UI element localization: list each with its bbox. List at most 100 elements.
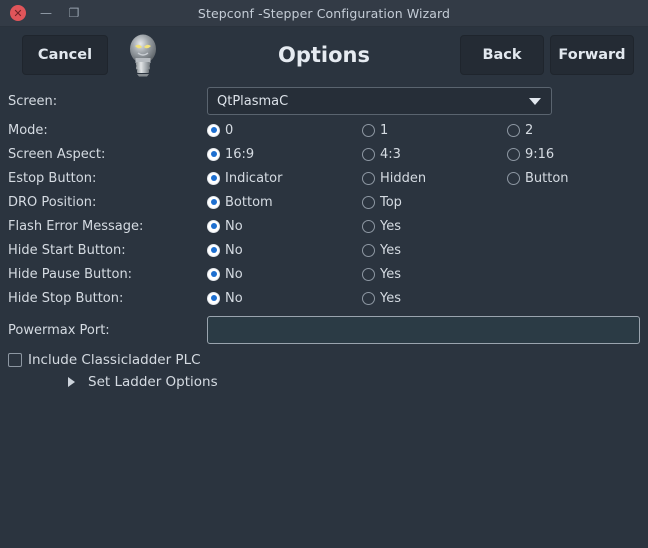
header-nav-buttons: Back Forward [460, 35, 634, 75]
hide-start-button-label: Hide Start Button: [8, 242, 126, 258]
radio-label: Yes [380, 290, 401, 306]
radio-selected-icon [207, 267, 220, 281]
hide-stop-button-label: Hide Stop Button: [8, 290, 124, 306]
radio-label: Hidden [380, 170, 427, 186]
radio-selected-icon [207, 171, 220, 185]
radio-label: Yes [380, 242, 401, 258]
radio-selected-icon [207, 291, 220, 305]
hide-start-button-row: Hide Start Button: No Yes [8, 238, 640, 262]
radio-label: 16:9 [225, 146, 255, 162]
powermax-port-row: Powermax Port: [8, 313, 640, 347]
radio-rows: Mode: 0 1 2 Screen Aspect: 16:9 4:3 9:16 Estop B… [8, 118, 640, 310]
radio-estop-button-hidden[interactable]: Hidden [362, 171, 507, 186]
back-button[interactable]: Back [460, 35, 544, 75]
radio-label: Top [380, 194, 402, 210]
radio-estop-button-indicator[interactable]: Indicator [207, 171, 362, 186]
radio-screen-aspect-9-16[interactable]: 9:16 [507, 147, 647, 162]
estop-button-label: Estop Button: [8, 170, 97, 186]
radio-hide-stop-button-no[interactable]: No [207, 291, 362, 306]
radio-label: No [225, 266, 243, 282]
radio-screen-aspect-16-9[interactable]: 16:9 [207, 147, 362, 162]
radio-label: 4:3 [380, 146, 401, 162]
chevron-right-icon [68, 377, 82, 387]
close-icon[interactable]: ✕ [10, 5, 26, 21]
screen-select-value: QtPlasmaC [217, 93, 289, 109]
radio-selected-icon [207, 147, 220, 161]
radio-unselected-icon [362, 123, 375, 137]
radio-label: Button [525, 170, 569, 186]
powermax-port-label: Powermax Port: [8, 322, 110, 338]
wizard-header: Cancel Options Back Forward [0, 27, 648, 82]
radio-flash-error-message-no[interactable]: No [207, 219, 362, 234]
radio-label: 2 [525, 122, 534, 138]
radio-selected-icon [207, 243, 220, 257]
radio-screen-aspect-4-3[interactable]: 4:3 [362, 147, 507, 162]
hide-pause-button-row: Hide Pause Button: No Yes [8, 262, 640, 286]
radio-flash-error-message-yes[interactable]: Yes [362, 219, 507, 234]
radio-dro-position-top[interactable]: Top [362, 195, 507, 210]
hide-pause-button-label: Hide Pause Button: [8, 266, 133, 282]
set-ladder-options-label: Set Ladder Options [88, 374, 218, 390]
radio-hide-start-button-yes[interactable]: Yes [362, 243, 507, 258]
screen-aspect-label: Screen Aspect: [8, 146, 106, 162]
options-form: Screen: QtPlasmaC Mode: 0 1 2 Screen Aspect:… [0, 82, 648, 393]
minimize-icon[interactable]: — [40, 6, 52, 20]
radio-unselected-icon [362, 291, 375, 305]
radio-label: 0 [225, 122, 234, 138]
radio-hide-stop-button-yes[interactable]: Yes [362, 291, 507, 306]
window-titlebar: ✕ — ❐ Stepconf -Stepper Configuration Wi… [0, 0, 648, 27]
screen-label: Screen: [8, 93, 58, 109]
radio-label: No [225, 218, 243, 234]
radio-label: Indicator [225, 170, 283, 186]
flash-error-message-label: Flash Error Message: [8, 218, 144, 234]
radio-unselected-icon [362, 219, 375, 233]
radio-unselected-icon [362, 243, 375, 257]
radio-hide-pause-button-no[interactable]: No [207, 267, 362, 282]
radio-selected-icon [207, 219, 220, 233]
radio-label: No [225, 290, 243, 306]
radio-unselected-icon [507, 123, 520, 137]
include-classicladder-plc-label: Include Classicladder PLC [28, 352, 201, 368]
radio-label: 9:16 [525, 146, 555, 162]
radio-label: No [225, 242, 243, 258]
radio-label: Yes [380, 218, 401, 234]
hide-stop-button-row: Hide Stop Button: No Yes [8, 286, 640, 310]
dro-position-row: DRO Position: Bottom Top [8, 190, 640, 214]
estop-button-row: Estop Button: Indicator Hidden Button [8, 166, 640, 190]
lightbulb-icon [130, 34, 156, 76]
mode-row: Mode: 0 1 2 [8, 118, 640, 142]
chevron-down-icon [529, 97, 541, 105]
radio-mode-0[interactable]: 0 [207, 123, 362, 138]
screen-select[interactable]: QtPlasmaC [207, 87, 552, 115]
window-title: Stepconf -Stepper Configuration Wizard [197, 5, 451, 21]
powermax-port-input[interactable] [207, 316, 640, 344]
radio-unselected-icon [507, 171, 520, 185]
screen-aspect-row: Screen Aspect: 16:9 4:3 9:16 [8, 142, 640, 166]
checkbox-icon [8, 353, 22, 367]
radio-unselected-icon [362, 171, 375, 185]
mode-label: Mode: [8, 122, 48, 138]
radio-unselected-icon [362, 195, 375, 209]
set-ladder-options-expander[interactable]: Set Ladder Options [8, 371, 640, 393]
radio-hide-pause-button-yes[interactable]: Yes [362, 267, 507, 282]
radio-unselected-icon [362, 147, 375, 161]
dro-position-label: DRO Position: [8, 194, 97, 210]
forward-button[interactable]: Forward [550, 35, 634, 75]
radio-mode-2[interactable]: 2 [507, 123, 647, 138]
radio-dro-position-bottom[interactable]: Bottom [207, 195, 362, 210]
radio-selected-icon [207, 123, 220, 137]
radio-estop-button-button[interactable]: Button [507, 171, 647, 186]
window-controls: ✕ — ❐ [0, 5, 82, 21]
radio-label: Bottom [225, 194, 273, 210]
radio-unselected-icon [362, 267, 375, 281]
radio-hide-start-button-no[interactable]: No [207, 243, 362, 258]
maximize-icon[interactable]: ❐ [68, 6, 80, 20]
flash-error-message-row: Flash Error Message: No Yes [8, 214, 640, 238]
radio-label: 1 [380, 122, 389, 138]
cancel-button[interactable]: Cancel [22, 34, 108, 75]
include-classicladder-plc-checkbox[interactable]: Include Classicladder PLC [8, 349, 640, 371]
screen-row: Screen: QtPlasmaC [8, 86, 640, 116]
radio-unselected-icon [507, 147, 520, 161]
radio-mode-1[interactable]: 1 [362, 123, 507, 138]
radio-label: Yes [380, 266, 401, 282]
